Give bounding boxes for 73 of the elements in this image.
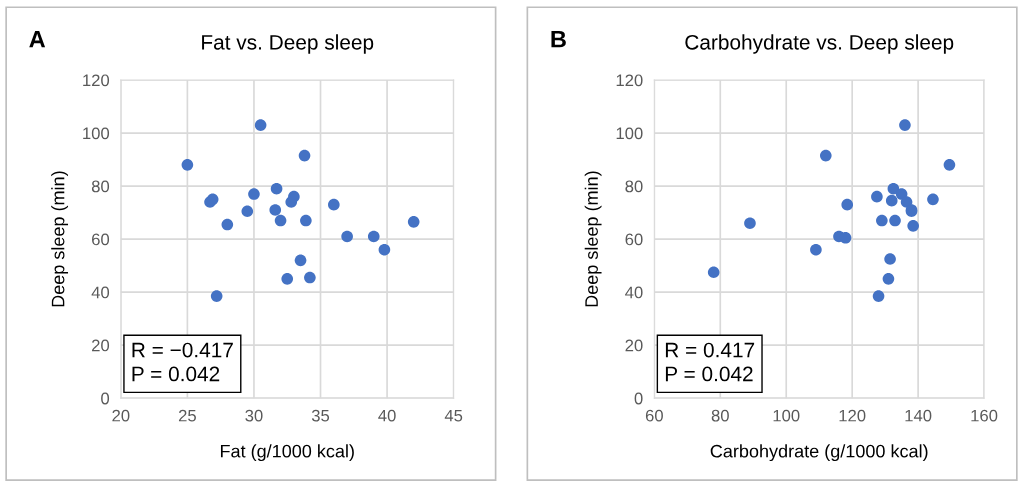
x-tick-label: 20 [112,409,130,422]
point [889,214,901,227]
point [288,190,300,203]
point [841,198,854,211]
point [254,119,267,131]
point [181,159,194,171]
text: B [551,31,566,48]
x-tick-label: 40 [378,409,396,422]
point [270,182,283,195]
x-tick-label: 35 [311,409,330,422]
y-tick-label: 40 [91,286,110,299]
point [378,243,391,256]
x-tick-label: 45 [444,409,463,422]
point [341,230,353,243]
y-tick-label: 60 [92,233,110,246]
chart-title: Fat vs. Deep sleep [202,34,374,54]
point [872,290,885,302]
y-tick-label: 20 [92,339,110,352]
point [884,253,896,265]
annotation: R = −0.417 P = 0.042 [132,342,233,382]
point [248,188,260,200]
point [221,218,234,231]
point [407,216,420,228]
point [294,254,307,267]
x-tick-label: 160 [971,409,998,422]
y-tick-label: 80 [91,180,110,193]
y-tick-label: 120 [616,74,643,87]
point [298,149,311,162]
y-tick-label: 20 [625,339,643,352]
point [328,198,340,211]
point [907,220,919,232]
annotation: R = 0.417 P = 0.042 [665,342,755,382]
point [241,205,254,218]
point [300,214,312,227]
y-tick-label: 100 [83,127,110,140]
point [871,190,883,203]
x-tick-label: 25 [178,409,196,422]
point [744,217,756,230]
point [943,159,956,171]
y-tick-label: 80 [625,180,643,193]
point [274,214,287,227]
x-tick-label: 80 [711,409,729,422]
point [367,230,380,243]
point [882,273,895,285]
point [304,271,316,284]
point [899,119,911,131]
point [885,194,898,207]
y-tick-label: 60 [625,233,643,246]
y-tick-label: 120 [83,74,110,87]
x-axis-title: Fat (g/1000 kcal) [220,444,354,462]
chart-title: Carbohydrate vs. Deep sleep [685,34,954,54]
y-tick-label: 100 [616,127,643,140]
point [876,214,888,227]
x-tick-label: 30 [245,409,263,422]
point [210,290,223,302]
y-tick-label: 0 [634,392,643,405]
y-tick-label: 40 [625,286,643,299]
y-tick-label: 0 [101,392,110,405]
y-axis-title: Deep sleep (min) [584,171,602,307]
point [269,204,282,216]
point [707,266,720,279]
x-tick-label: 100 [773,409,800,422]
point [887,182,900,195]
point [810,243,822,256]
point [281,273,294,285]
point [927,193,939,206]
x-tick-label: 120 [839,409,866,422]
x-axis-title: Carbohydrate (g/1000 kcal) [710,444,928,462]
x-tick-label: 140 [905,409,932,422]
text: A [29,31,46,48]
y-axis-title: Deep sleep (min) [51,171,69,307]
point [819,149,832,162]
x-tick-label: 60 [645,409,663,422]
